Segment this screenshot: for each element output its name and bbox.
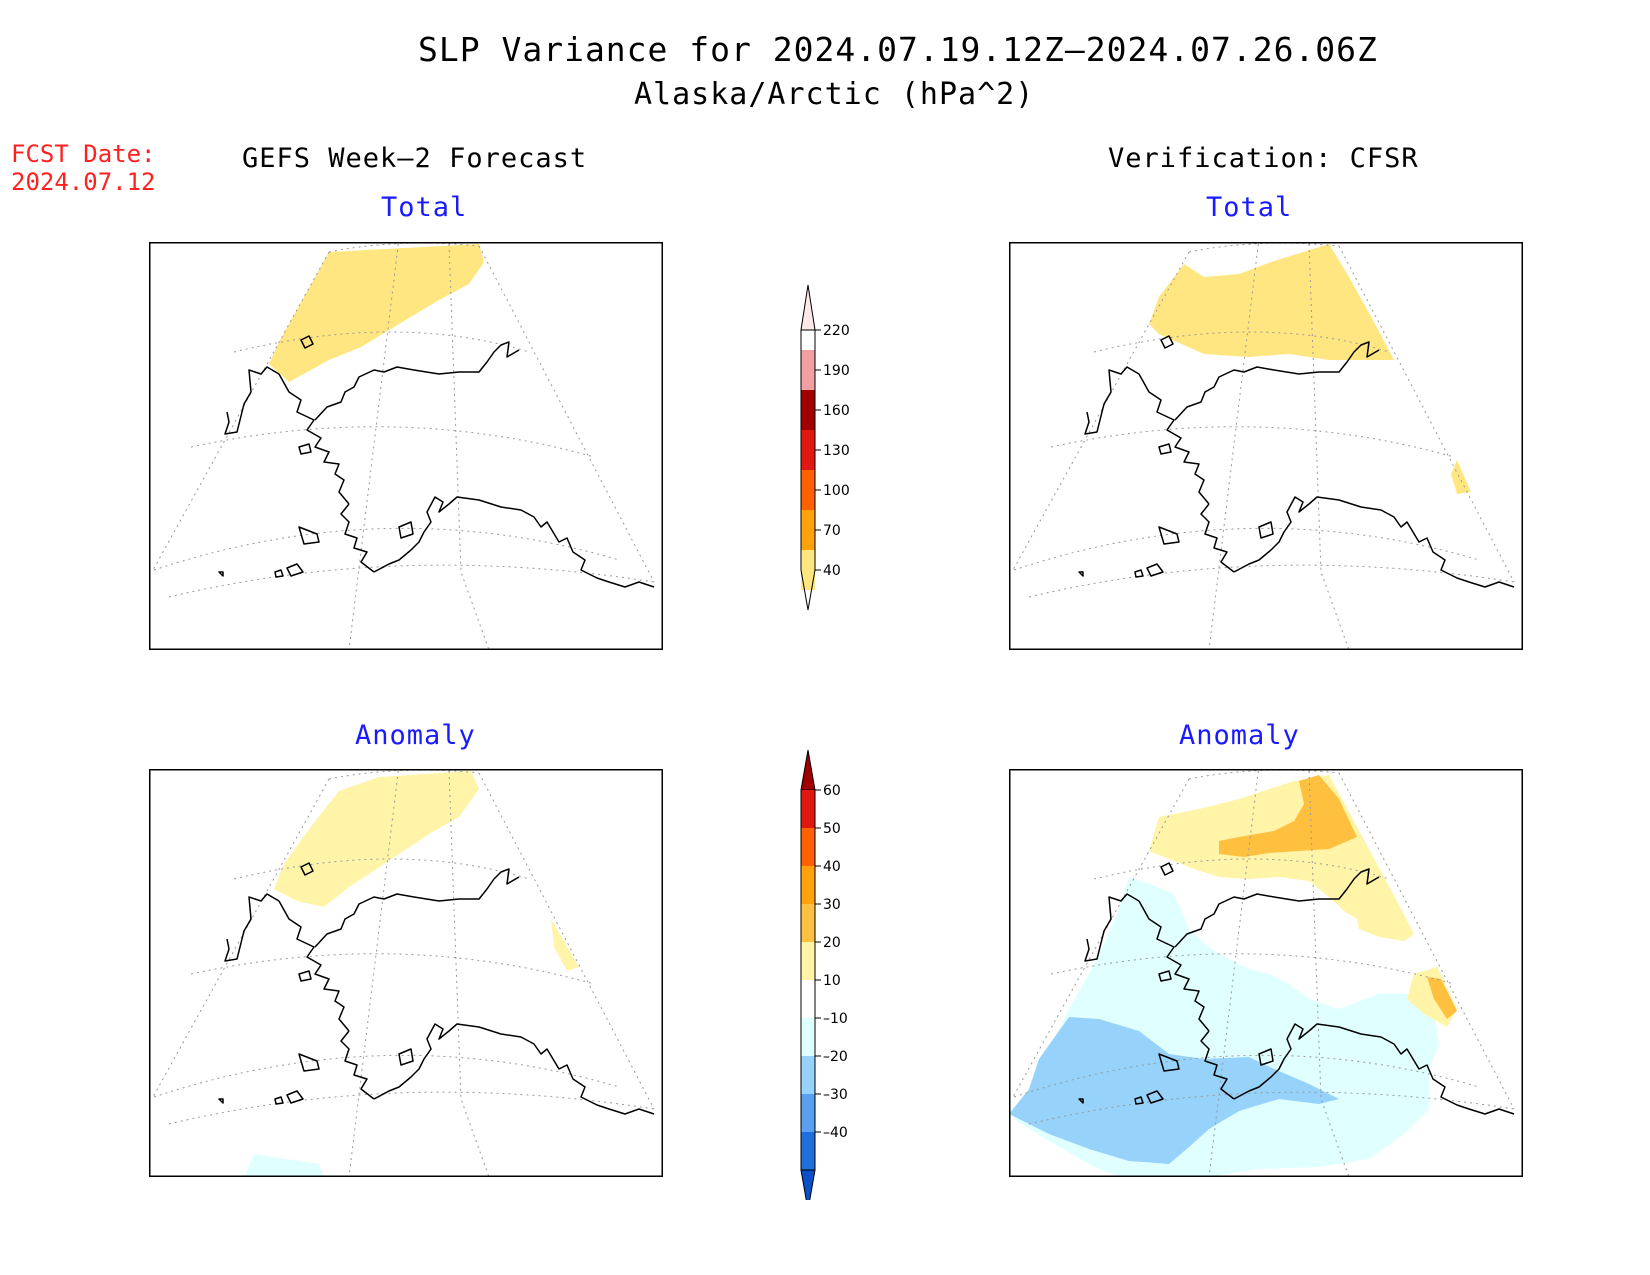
anomaly-colorbar-swatch-6 (801, 980, 815, 1018)
anomaly-colorbar-swatch-3 (801, 866, 815, 904)
verification-heading: Verification: CFSR (1108, 143, 1419, 174)
fcst-date-value: 2024.07.12 (11, 168, 156, 196)
total-colorbar-label-3: 130 (823, 443, 850, 459)
anomaly-colorbar-swatch-4 (801, 904, 815, 942)
cfsr-anomaly-map (1009, 769, 1523, 1177)
cfsr-anomaly-neg20-30-shade (1009, 1017, 1339, 1164)
total-colorbar-swatch-0 (801, 550, 815, 590)
total-colorbar-swatch-2 (801, 470, 815, 510)
total-colorbar-bottom-wedge (800, 569, 816, 610)
fcst-date-label: FCST Date: (11, 140, 156, 168)
anomaly-colorbar-label-3: 30 (823, 897, 841, 913)
anomaly-colorbar-swatch-10 (801, 1132, 815, 1170)
gefs-anomaly-map (149, 769, 663, 1177)
total-colorbar-swatch-5 (801, 350, 815, 390)
total-colorbar-label-0: 40 (823, 563, 841, 579)
anomaly-colorbar-label-7: –20 (823, 1049, 848, 1065)
cfsr-total-40-70-shade-east (1451, 460, 1471, 494)
anomaly-colorbar-label-8: –30 (823, 1087, 848, 1103)
gefs-total-map (149, 242, 663, 650)
anomaly-colorbar-swatch-7 (801, 1018, 815, 1056)
total-colorbar-swatch-4 (801, 390, 815, 430)
anomaly-colorbar-swatch-8 (801, 1056, 815, 1094)
total-colorbar-label-5: 190 (823, 363, 850, 379)
cfsr-anomaly-20-30-shade-east (1427, 977, 1457, 1019)
chart-subtitle: Alaska/Arctic (hPa^2) (634, 77, 1035, 112)
total-colorbar-swatch-3 (801, 430, 815, 470)
forecast-heading: GEFS Week–2 Forecast (242, 143, 588, 174)
total-colorbar: 40 70 100 130 160 190 220 (800, 284, 850, 610)
cfsr-total-40-70-shade (1149, 244, 1394, 360)
cfsr-anomaly-label: Anomaly (1179, 720, 1300, 751)
gefs-anomaly-10-20-shade (274, 771, 479, 907)
total-colorbar-top-wedge (800, 284, 816, 331)
anomaly-colorbar-swatch-5 (801, 942, 815, 980)
gefs-anomaly-10-20-shade-east (551, 919, 579, 971)
anomaly-colorbar-label-4: 20 (823, 935, 841, 951)
total-colorbar-label-6: 220 (823, 323, 850, 339)
gefs-total-label: Total (381, 192, 468, 223)
anomaly-colorbar-label-2: 40 (823, 859, 841, 875)
chart-title: SLP Variance for 2024.07.19.12Z–2024.07.… (418, 30, 1378, 69)
anomaly-colorbar-bottom-wedge (800, 1169, 816, 1200)
anomaly-colorbar-swatch-9 (801, 1094, 815, 1132)
anomaly-colorbar-swatch-2 (801, 828, 815, 866)
gefs-total-40-70-shade (269, 244, 484, 382)
total-colorbar-label-2: 100 (823, 483, 850, 499)
anomaly-colorbar-label-9: –40 (823, 1125, 848, 1141)
total-colorbar-label-1: 70 (823, 523, 841, 539)
gefs-anomaly-neg10-20-shade (244, 1154, 324, 1177)
total-colorbar-swatch-1 (801, 510, 815, 550)
anomaly-colorbar: 60 50 40 30 20 10 –10 –20 –30 –40 (800, 750, 848, 1200)
anomaly-colorbar-swatch-1 (801, 790, 815, 828)
anomaly-colorbar-label-6: –10 (823, 1011, 848, 1027)
anomaly-colorbar-top-wedge (800, 750, 816, 791)
cfsr-anomaly-20-30-shade (1219, 775, 1357, 857)
gefs-anomaly-label: Anomaly (355, 720, 476, 751)
anomaly-colorbar-label-1: 50 (823, 821, 841, 837)
anomaly-colorbar-label-0: 60 (823, 783, 841, 799)
cfsr-total-label: Total (1206, 192, 1293, 223)
cfsr-anomaly-10-20-shade (1149, 775, 1414, 941)
anomaly-colorbar-label-5: 10 (823, 973, 841, 989)
total-colorbar-label-4: 160 (823, 403, 850, 419)
cfsr-total-map (1009, 242, 1523, 650)
